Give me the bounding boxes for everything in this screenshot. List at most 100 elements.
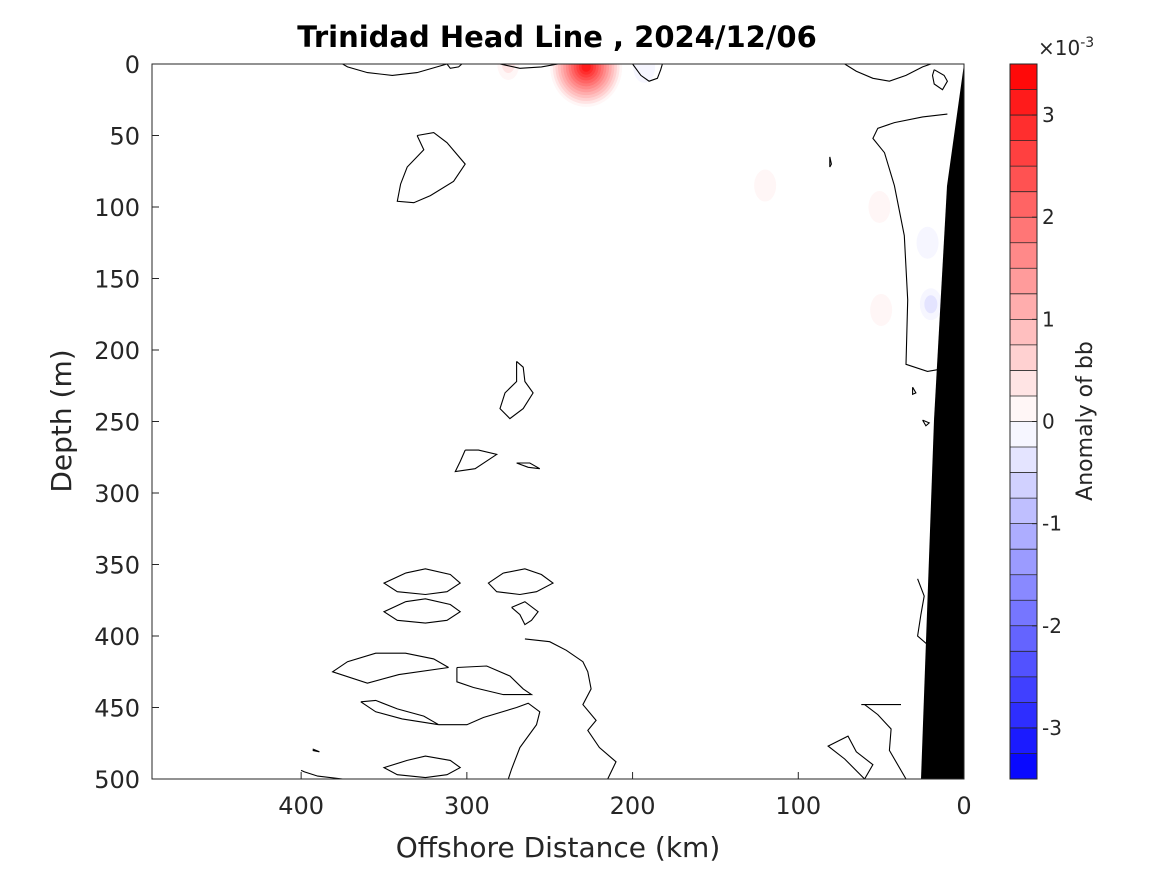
y-axis-label: Depth (m) (45, 349, 78, 492)
zero-contour-27 (827, 735, 874, 779)
zero-contour-layer (300, 64, 949, 779)
zero-contour-10 (499, 360, 534, 420)
zero-contour-16 (487, 568, 555, 596)
colorbar-band-4 (1010, 140, 1037, 167)
zero-contour-1 (342, 64, 448, 76)
zero-contour-5 (844, 64, 932, 82)
anomaly-level-1 (870, 293, 893, 326)
x-axis-label: Offshore Distance (km) (396, 831, 721, 864)
colorbar-band-6 (1010, 191, 1037, 218)
colorbar-band-18 (1010, 498, 1037, 524)
anomaly-negative-patch-7 (916, 226, 939, 259)
colorbar-band-3 (1010, 115, 1037, 141)
zero-contour-4 (632, 64, 663, 82)
y-tick-label-200: 200 (94, 337, 140, 365)
colorbar-exponent: ×10-3 (1038, 35, 1094, 60)
zero-contour-18 (511, 601, 539, 626)
colorbar-band-20 (1010, 549, 1037, 575)
colorbar-tick-label-5: -1 (1042, 512, 1062, 536)
plot-background (152, 64, 964, 779)
colorbar-band-8 (1010, 242, 1037, 269)
zero-contour-25 (382, 755, 462, 779)
anomaly-level-1 (916, 226, 939, 259)
colorbar-ticks: 3 2 1 0 -1 -2 -3 (1032, 103, 1062, 740)
zero-contour-24 (312, 748, 320, 753)
anomaly-level-2 (924, 295, 938, 314)
colorbar-band-13 (1010, 370, 1037, 396)
chart-title: Trinidad Head Line , 2024/12/06 (297, 20, 817, 54)
zero-contour-8 (396, 132, 466, 204)
colorbar-band-23 (1010, 625, 1037, 652)
zero-contour-21 (524, 638, 617, 779)
y-tick-label-0: 0 (125, 51, 140, 79)
anomaly-level-13 (581, 64, 591, 72)
y-tick-label-400: 400 (94, 623, 140, 651)
colorbar-band-14 (1010, 395, 1037, 422)
colorbar-tick-label-7: -3 (1042, 716, 1062, 740)
x-tick-label-0: 0 (956, 792, 971, 820)
y-tick-label-250: 250 (94, 409, 140, 437)
colorbar-band-21 (1010, 574, 1037, 601)
colorbar-band-25 (1010, 676, 1037, 703)
anomaly-positive-patch-3 (754, 169, 777, 202)
x-tick-label-400: 400 (278, 792, 324, 820)
zero-contour-28 (864, 704, 907, 779)
colorbar-band-7 (1010, 217, 1037, 243)
y-tick-label-450: 450 (94, 695, 140, 723)
colorbar-bands (1010, 64, 1037, 779)
zero-contour-22 (360, 699, 439, 726)
anomaly-positive-patch-4 (868, 191, 891, 223)
colorbar-band-16 (1010, 447, 1037, 473)
seafloor-bathymetry (921, 64, 964, 779)
colorbar-tick-label-4: 0 (1042, 410, 1055, 434)
colorbar-tick-label-3: 1 (1042, 307, 1055, 331)
zero-contour-15 (382, 568, 462, 596)
x-axis: 400 300 200 100 0 (278, 772, 972, 820)
colorbar-label: Anomaly of bb (1073, 341, 1098, 501)
zero-contour-13 (454, 449, 499, 473)
anomaly-level-1 (633, 64, 656, 83)
zero-contour-12 (922, 419, 931, 427)
colorbar-band-2 (1010, 89, 1037, 116)
zero-contour-9 (829, 156, 832, 168)
zero-contour-19 (331, 652, 449, 684)
zero-contour-2 (446, 64, 463, 69)
colorbar-band-11 (1010, 319, 1037, 345)
zero-contour-26 (300, 769, 343, 779)
zero-contour-20 (456, 665, 534, 696)
anomaly-level-1 (754, 169, 777, 202)
y-tick-label-150: 150 (94, 266, 140, 294)
y-tick-label-50: 50 (109, 123, 140, 151)
y-axis: 0 50 100 150 200 250 300 350 400 450 500 (94, 51, 159, 794)
colorbar-band-15 (1010, 421, 1037, 448)
x-tick-label-200: 200 (610, 792, 656, 820)
anomaly-fill-layer (497, 64, 942, 326)
zero-contour-7 (872, 113, 948, 372)
y-tick-label-500: 500 (94, 766, 140, 794)
colorbar-tick-label-2: 2 (1042, 205, 1055, 229)
zero-contour-6 (931, 69, 949, 91)
colorbar-band-22 (1010, 600, 1037, 626)
y-tick-label-100: 100 (94, 194, 140, 222)
y-tick-label-350: 350 (94, 552, 140, 580)
x-tick-label-100: 100 (775, 792, 821, 820)
colorbar-band-19 (1010, 523, 1037, 550)
colorbar-band-1 (1010, 64, 1037, 90)
colorbar-band-26 (1010, 702, 1037, 728)
anomaly-negative-patch-6 (633, 64, 656, 83)
colorbar-band-5 (1010, 166, 1037, 192)
anomaly-negative-patch-8 (919, 288, 942, 321)
colorbar-band-10 (1010, 293, 1037, 320)
anomaly-level-1 (868, 191, 891, 223)
colorbar-band-17 (1010, 472, 1037, 499)
zero-contour-14 (516, 462, 541, 470)
zero-contour-3 (499, 64, 559, 69)
colorbar-tick-label-1: 3 (1042, 103, 1055, 127)
colorbar-band-12 (1010, 344, 1037, 371)
colorbar-band-9 (1010, 268, 1037, 294)
colorbar-tick-label-6: -2 (1042, 614, 1062, 638)
anomaly-positive-patch-5 (870, 293, 893, 326)
zero-contour-17 (382, 598, 462, 624)
